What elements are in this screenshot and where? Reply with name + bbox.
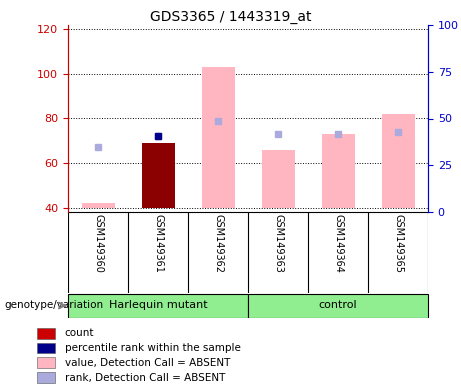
Bar [37, 372, 55, 383]
Text: GSM149363: GSM149363 [273, 214, 283, 273]
Text: control: control [319, 301, 357, 311]
Bar [37, 328, 55, 339]
Bar [261, 150, 295, 207]
Text: genotype/variation: genotype/variation [5, 301, 104, 311]
Bar [37, 343, 55, 354]
Text: GSM149362: GSM149362 [213, 214, 223, 273]
Text: GSM149361: GSM149361 [153, 214, 163, 273]
Bar [201, 67, 235, 207]
Text: rank, Detection Call = ABSENT: rank, Detection Call = ABSENT [65, 373, 225, 383]
Bar [142, 143, 175, 207]
Bar [82, 203, 114, 207]
Text: GSM149364: GSM149364 [333, 214, 343, 273]
Bar [382, 114, 414, 207]
Text: count: count [65, 328, 94, 338]
Bar [248, 293, 428, 318]
Text: GSM149365: GSM149365 [393, 214, 403, 273]
Bar [142, 143, 175, 207]
Text: percentile rank within the sample: percentile rank within the sample [65, 343, 241, 353]
Text: GSM149360: GSM149360 [93, 214, 103, 273]
Bar [321, 134, 355, 207]
Text: value, Detection Call = ABSENT: value, Detection Call = ABSENT [65, 358, 230, 368]
Bar [68, 293, 248, 318]
Text: Harlequin mutant: Harlequin mutant [109, 301, 207, 311]
Bar [37, 358, 55, 368]
Text: GDS3365 / 1443319_at: GDS3365 / 1443319_at [150, 10, 311, 23]
